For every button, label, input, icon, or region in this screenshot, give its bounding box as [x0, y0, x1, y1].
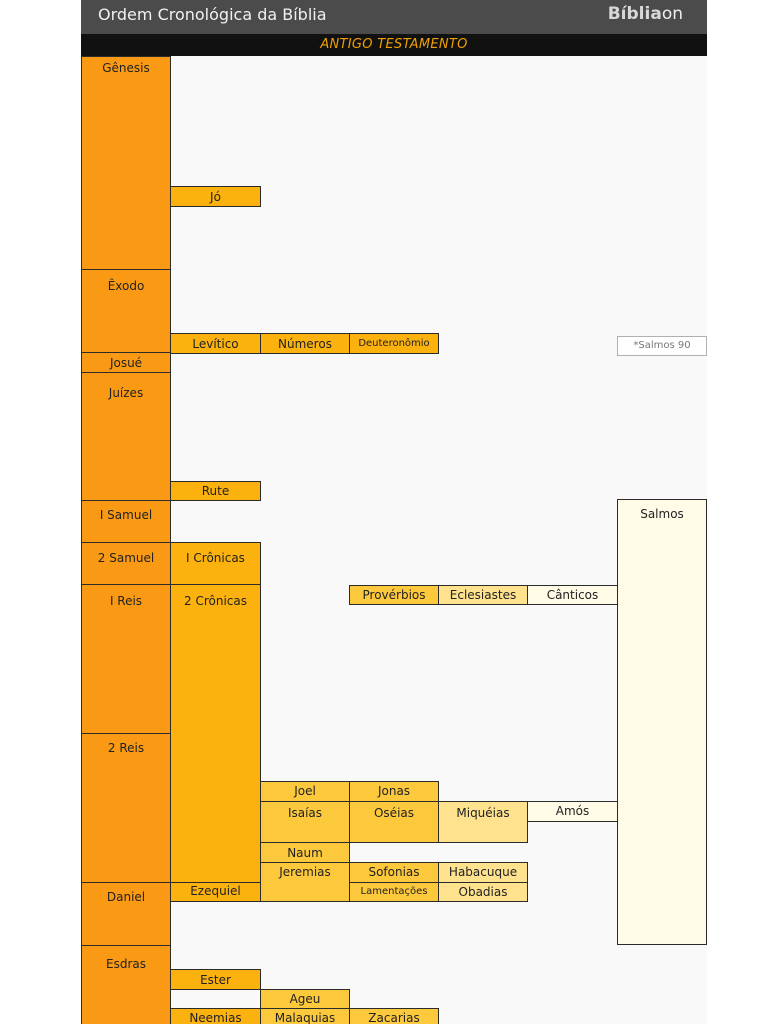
book-sofonias: Sofonias [349, 862, 439, 883]
book-zacarias: Zacarias [349, 1008, 439, 1024]
book-obadias: Obadias [438, 882, 528, 902]
book-ester: Ester [170, 969, 261, 990]
note-salmos-90: *Salmos 90 [617, 336, 707, 356]
book-isaias: Isaías [260, 801, 350, 843]
book-jonas: Jonas [349, 781, 439, 802]
book-salmos: Salmos [617, 499, 707, 945]
book-2-reis: 2 Reis [81, 733, 171, 883]
book-amos: Amós [527, 801, 618, 822]
section-banner-label: ANTIGO TESTAMENTO [320, 37, 468, 52]
book-rute: Rute [170, 481, 261, 501]
book-canticos: Cânticos [527, 585, 618, 605]
page-title: Ordem Cronológica da Bíblia [98, 5, 327, 24]
book-neemias: Neemias [170, 1008, 261, 1024]
book-numeros: Números [260, 333, 350, 354]
book-esdras: Esdras [81, 945, 171, 1024]
book-1-samuel: I Samuel [81, 500, 171, 543]
book-habacuque: Habacuque [438, 862, 528, 883]
brand-logo-light: on [661, 4, 683, 24]
book-2-samuel: 2 Samuel [81, 542, 171, 585]
book-lamentacoes: Lamentações [349, 882, 439, 902]
book-genesis: Gênesis [81, 56, 171, 270]
book-ezequiel: Ezequiel [170, 882, 261, 902]
book-joel: Joel [260, 781, 350, 802]
book-deuteronomio: Deuteronômio [349, 333, 439, 354]
book-1-cronicas: I Crônicas [170, 542, 261, 585]
book-2-cronicas: 2 Crônicas [170, 584, 261, 883]
brand-logo-strong: Bíblia [607, 4, 662, 24]
book-oseias: Oséias [349, 801, 439, 843]
book-daniel: Daniel [81, 882, 171, 946]
book-levitico: Levítico [170, 333, 261, 354]
header-bar: Ordem Cronológica da Bíblia Bíbliaon [81, 0, 707, 34]
book-jo: Jó [170, 186, 261, 207]
book-ageu: Ageu [260, 989, 350, 1009]
book-exodo: Êxodo [81, 269, 171, 353]
section-banner: ANTIGO TESTAMENTO [81, 34, 707, 56]
book-malaquias: Malaquias [260, 1008, 350, 1024]
chronology-chart: Ordem Cronológica da Bíblia Bíbliaon ANT… [81, 0, 707, 1024]
book-juizes: Juízes [81, 372, 171, 501]
book-1-reis: I Reis [81, 584, 171, 734]
brand-logo: Bíbliaon [608, 4, 683, 24]
book-proverbios: Provérbios [349, 585, 439, 605]
book-naum: Naum [260, 842, 350, 863]
book-josue: Josué [81, 352, 171, 373]
book-miqueias: Miquéias [438, 801, 528, 843]
book-eclesiastes: Eclesiastes [438, 585, 528, 605]
book-jeremias: Jeremias [260, 862, 350, 902]
